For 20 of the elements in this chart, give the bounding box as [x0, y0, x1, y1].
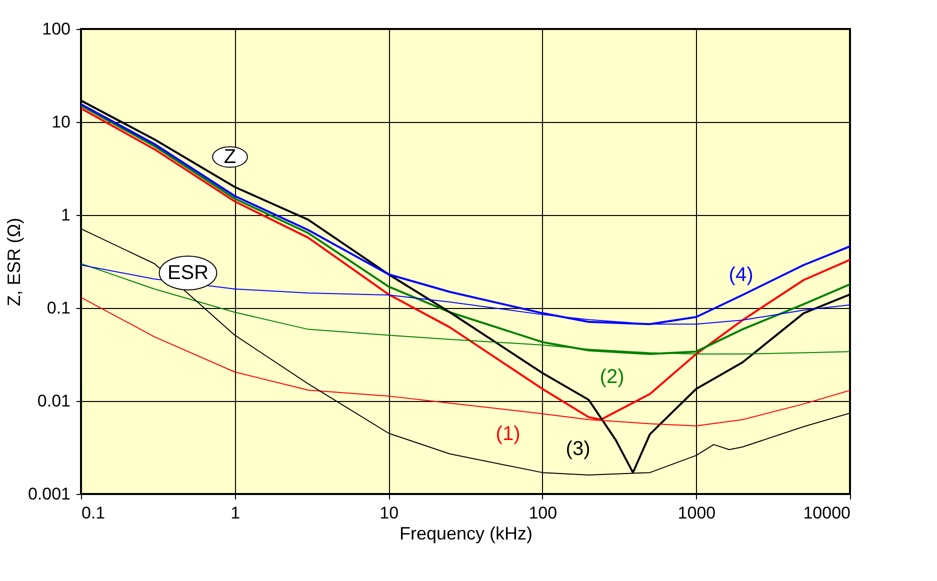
annotation: (3)	[566, 438, 590, 460]
y-tick-label: 0.1	[46, 298, 70, 318]
annotation: (4)	[728, 264, 754, 286]
y-tick-label: 100	[42, 20, 70, 38]
y-tick-label: 0.001	[28, 484, 70, 504]
annotation: (2)	[600, 366, 624, 388]
x-tick-label: 0.1	[82, 504, 106, 522]
annotation: (1)	[496, 423, 520, 445]
y-tick-label: 0.01	[37, 392, 70, 410]
y-axis-title: Z, ESR (Ω)	[4, 218, 24, 306]
x-tick-label: 1000	[678, 504, 716, 522]
y-tick-label: 10	[52, 112, 70, 132]
x-tick-label: 1	[230, 504, 240, 522]
x-axis-title: Frequency (kHz)	[399, 524, 533, 544]
annotation: Z	[224, 146, 236, 168]
annotation: ESR	[167, 262, 209, 284]
x-tick-label: 10	[380, 504, 399, 522]
x-tick-label: 100	[528, 504, 558, 522]
y-tick-label: 1	[61, 206, 70, 224]
x-tick-label: 10000	[803, 504, 850, 522]
